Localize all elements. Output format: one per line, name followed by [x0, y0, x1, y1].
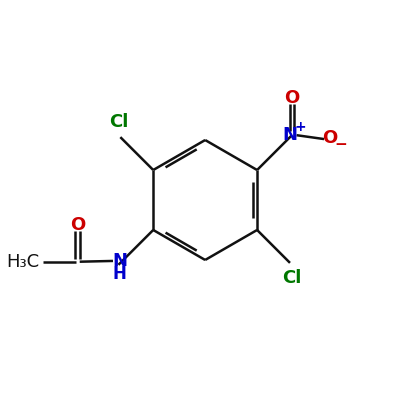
- Text: +: +: [295, 120, 306, 134]
- Text: H: H: [113, 266, 126, 284]
- Text: N: N: [112, 252, 127, 270]
- Text: Cl: Cl: [282, 269, 302, 287]
- Text: −: −: [334, 137, 347, 152]
- Text: O: O: [322, 129, 338, 147]
- Text: O: O: [284, 90, 300, 108]
- Text: O: O: [70, 216, 86, 234]
- Text: N: N: [282, 126, 298, 144]
- Text: Cl: Cl: [109, 113, 128, 131]
- Text: H₃C: H₃C: [6, 253, 39, 271]
